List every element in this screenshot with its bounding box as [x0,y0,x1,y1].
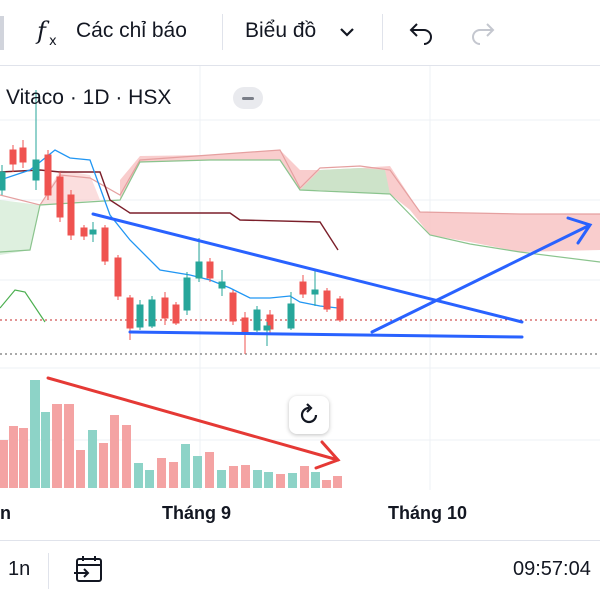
top-toolbar: f x Các chỉ báo Biểu đồ [0,0,600,66]
symbol-title[interactable]: Vitaco · 1D · HSX [6,86,172,109]
svg-text:x: x [49,34,57,49]
candles [0,90,344,354]
redo-icon[interactable] [468,18,498,46]
trendlines [91,212,593,339]
time-axis-label: Tháng 9 [162,503,232,523]
bottom-toolbar: 1n 09:57:04 [0,540,600,600]
chikou-span [0,289,46,323]
senkou-span-a [0,149,600,215]
fx-icon[interactable]: f x [34,14,64,50]
indicators-button[interactable]: Các chỉ báo [76,19,187,42]
ichimoku-cloud-bull [300,168,390,194]
date-range-icon[interactable] [72,553,106,587]
ichimoku-cloud-left [0,200,40,255]
time-axis-label: Tháng 10 [388,503,468,523]
refresh-icon [300,403,318,424]
price-chart-canvas[interactable] [0,66,600,540]
toolbar-divider [382,14,383,50]
ichimoku-cloud-bear [120,150,600,252]
collapse-legend-button[interactable] [233,87,263,109]
toolbar-divider [222,14,223,50]
undo-icon[interactable] [406,18,436,46]
time-axis-label: n [0,503,11,523]
chart-area[interactable] [0,66,600,540]
clock-time: 09:57:04 [513,558,591,580]
ichimoku-cloud-left-red [40,170,100,205]
senkou-span-b [0,159,600,263]
interval-button[interactable]: 1n [8,558,31,580]
reset-chart-button[interactable] [289,396,329,434]
chevron-down-icon[interactable] [338,24,356,40]
toolbar-divider [48,553,49,589]
chart-type-button[interactable]: Biểu đồ [245,19,317,42]
tenkan-line [0,149,339,309]
svg-text:f: f [35,17,50,45]
volume-bars [0,380,342,488]
volume-trend-arrow [46,376,341,470]
left-edge-handle [0,16,4,50]
